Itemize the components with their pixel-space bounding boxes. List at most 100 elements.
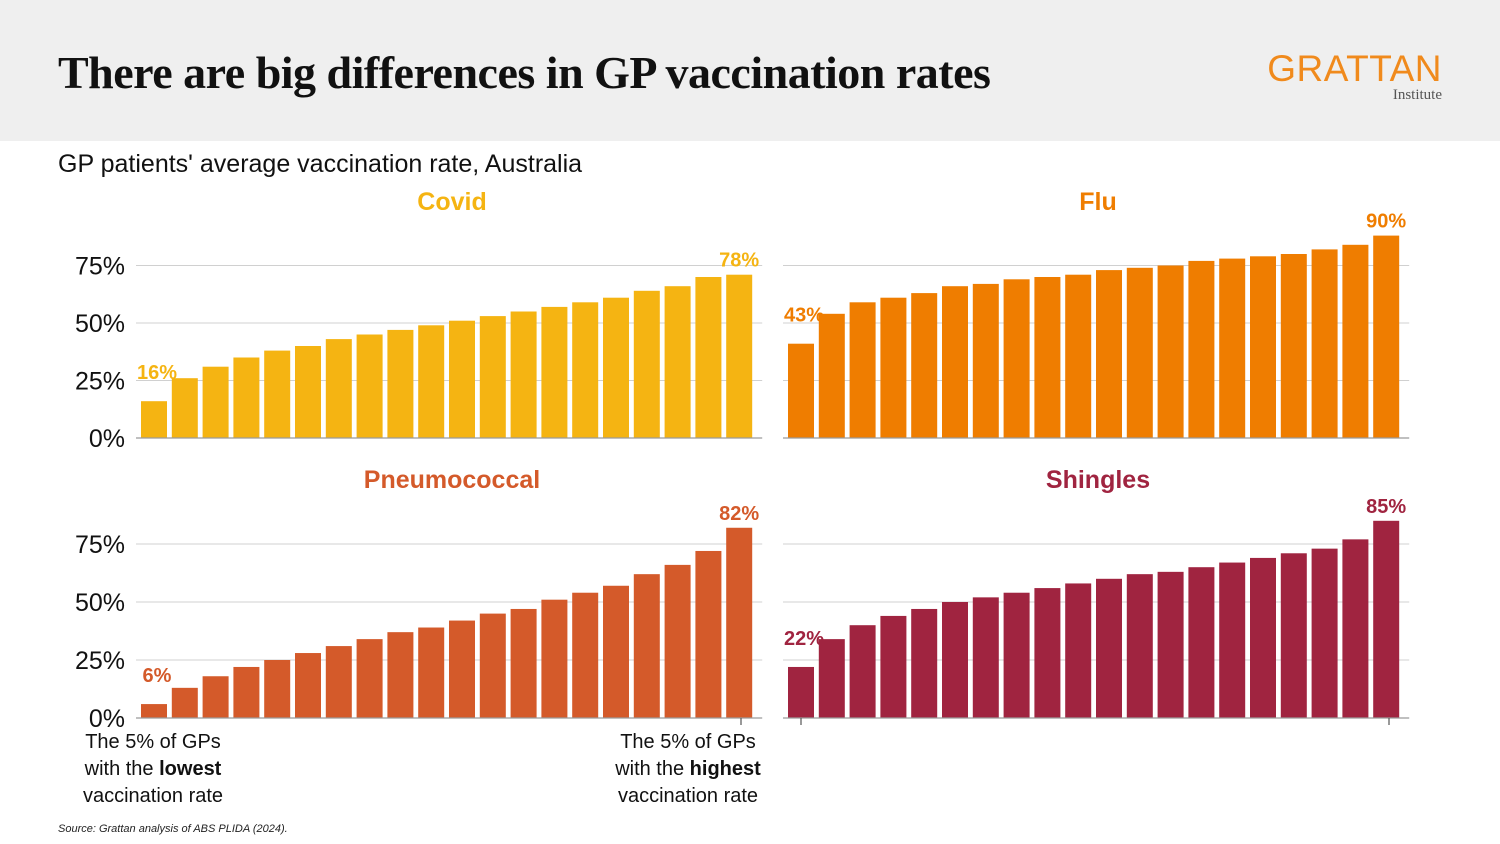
bar-shingles-7 — [972, 597, 999, 718]
bar-shingles-9 — [1034, 588, 1061, 718]
bar-flu-1 — [788, 343, 814, 438]
bar-covid-2 — [171, 378, 198, 438]
bar-pneumococcal-18 — [664, 564, 691, 718]
bar-pneumococcal-4 — [233, 666, 260, 718]
data-label-first-pneumococcal: 6% — [143, 665, 172, 687]
x-note-highest-bold: highest — [689, 758, 761, 780]
bar-flu-10 — [1065, 274, 1092, 438]
chart-title-covid: Covid — [417, 188, 486, 216]
data-label-last-pneumococcal: 82% — [719, 503, 759, 525]
bar-covid-5 — [264, 350, 291, 438]
bar-covid-20 — [726, 274, 753, 438]
bar-flu-18 — [1311, 249, 1338, 438]
bar-flu-3 — [849, 302, 876, 438]
bar-shingles-11 — [1096, 578, 1122, 718]
bar-shingles-20 — [1373, 520, 1400, 718]
y-tick-label-pneumococcal-2: 50% — [75, 589, 125, 617]
bar-covid-18 — [664, 286, 691, 438]
bar-flu-19 — [1342, 244, 1369, 438]
bar-pneumococcal-14 — [541, 599, 568, 718]
bar-shingles-12 — [1126, 574, 1153, 718]
bar-pneumococcal-12 — [479, 613, 506, 718]
bar-flu-13 — [1157, 265, 1184, 438]
bar-covid-3 — [202, 366, 229, 438]
bar-shingles-2 — [818, 639, 845, 718]
logo-wordmark: GRATTAN — [1267, 48, 1442, 89]
data-label-first-covid: 16% — [137, 362, 177, 384]
bar-covid-13 — [510, 311, 537, 438]
bar-covid-10 — [418, 325, 445, 438]
bar-pneumococcal-20 — [726, 527, 753, 718]
x-note-lowest-line3: vaccination rate — [82, 785, 224, 807]
bar-shingles-17 — [1280, 553, 1307, 718]
bar-flu-4 — [880, 297, 907, 438]
data-label-first-shingles: 22% — [784, 628, 824, 650]
bar-flu-6 — [942, 286, 968, 438]
bar-shingles-8 — [1003, 592, 1030, 718]
bar-covid-1 — [141, 401, 167, 438]
y-tick-label-covid-3: 75% — [75, 253, 125, 281]
y-tick-label-covid-0: 0% — [89, 425, 125, 453]
bar-covid-11 — [449, 320, 475, 438]
bar-pneumococcal-15 — [572, 592, 599, 718]
bar-shingles-13 — [1157, 571, 1184, 718]
bar-shingles-6 — [942, 602, 968, 718]
bar-shingles-4 — [880, 615, 907, 718]
bar-pneumococcal-3 — [202, 676, 229, 718]
x-note-lowest-prefix: with the — [84, 758, 160, 780]
data-label-last-flu: 90% — [1366, 211, 1406, 233]
x-note-lowest-line2: with the lowest — [58, 756, 248, 783]
x-note-highest-line3: vaccination rate — [617, 785, 759, 807]
bar-covid-7 — [325, 339, 352, 438]
bar-pneumococcal-7 — [325, 646, 352, 718]
page-title: There are big differences in GP vaccinat… — [58, 47, 991, 98]
bar-flu-14 — [1188, 260, 1215, 438]
chart-subtitle: GP patients' average vaccination rate, A… — [58, 150, 583, 178]
x-note-highest: The 5% of GPs with the highest vaccinati… — [593, 729, 783, 810]
bar-flu-5 — [911, 293, 938, 438]
bar-shingles-14 — [1188, 567, 1215, 718]
bar-flu-11 — [1096, 270, 1122, 438]
bar-covid-17 — [633, 290, 660, 438]
data-label-first-flu: 43% — [784, 305, 824, 327]
bar-covid-12 — [479, 316, 506, 438]
bar-flu-8 — [1003, 279, 1030, 438]
bar-flu-17 — [1280, 254, 1307, 438]
chart-title-shingles: Shingles — [1046, 466, 1150, 494]
bar-pneumococcal-10 — [418, 627, 445, 718]
chart-title-pneumococcal: Pneumococcal — [364, 466, 540, 494]
data-label-last-covid: 78% — [719, 250, 759, 272]
bar-pneumococcal-16 — [603, 585, 629, 718]
source-note: Source: Grattan analysis of ABS PLIDA (2… — [58, 823, 288, 835]
bar-covid-15 — [572, 302, 599, 438]
bar-pneumococcal-13 — [510, 608, 537, 718]
y-tick-label-pneumococcal-1: 25% — [75, 647, 125, 675]
x-note-lowest-bold: lowest — [159, 758, 222, 780]
bar-shingles-16 — [1250, 557, 1276, 718]
bar-shingles-19 — [1342, 539, 1369, 718]
bar-pneumococcal-17 — [633, 574, 660, 718]
y-tick-label-covid-2: 50% — [75, 310, 125, 338]
bar-flu-12 — [1126, 267, 1153, 438]
bar-shingles-10 — [1065, 583, 1092, 718]
bar-flu-20 — [1373, 235, 1400, 438]
y-tick-label-covid-1: 25% — [75, 368, 125, 396]
bar-covid-8 — [356, 334, 383, 438]
x-note-lowest-line1: The 5% of GPs — [85, 731, 221, 753]
bar-shingles-15 — [1219, 562, 1246, 718]
x-note-highest-line1: The 5% of GPs — [620, 731, 756, 753]
bar-covid-16 — [603, 297, 629, 438]
bar-flu-9 — [1034, 277, 1061, 438]
bar-pneumococcal-2 — [171, 687, 198, 718]
data-label-last-shingles: 85% — [1366, 496, 1406, 518]
bar-shingles-1 — [788, 666, 814, 718]
grattan-logo: GRATTAN Institute — [1262, 50, 1442, 110]
bar-pneumococcal-9 — [387, 632, 414, 718]
bar-pneumococcal-19 — [695, 550, 722, 718]
bar-flu-7 — [972, 283, 999, 438]
bar-pneumococcal-8 — [356, 639, 383, 718]
bar-shingles-3 — [849, 625, 876, 718]
bar-flu-2 — [818, 313, 845, 438]
bar-covid-9 — [387, 329, 414, 438]
